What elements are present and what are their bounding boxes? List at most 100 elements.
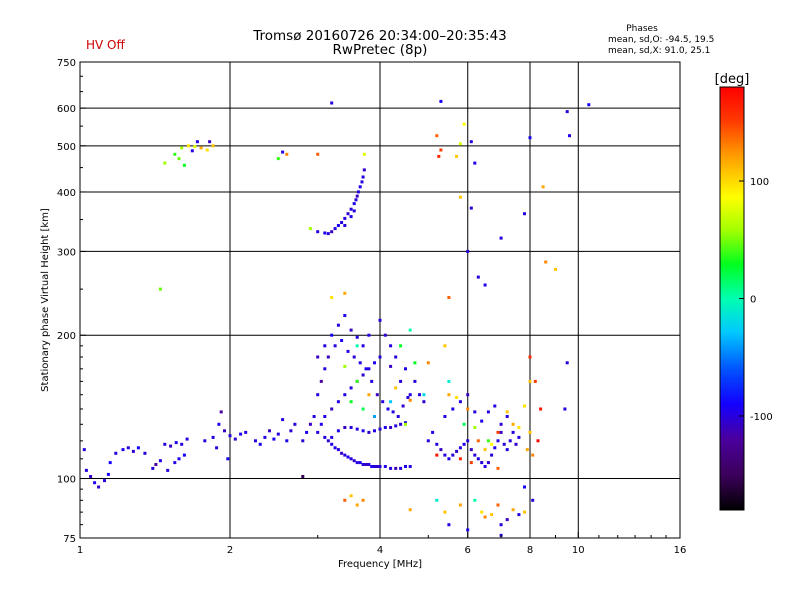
data-point <box>330 333 334 337</box>
data-point <box>406 396 410 399</box>
data-point <box>166 468 170 472</box>
data-point <box>443 344 447 348</box>
data-point <box>373 361 376 365</box>
data-point <box>541 185 545 189</box>
data-point <box>435 453 439 457</box>
data-point <box>496 439 500 443</box>
data-point <box>431 430 435 434</box>
data-point <box>505 415 509 418</box>
data-point <box>404 421 407 425</box>
chart-subtitle: RwPretec (8p) <box>333 42 428 58</box>
data-point <box>367 430 371 434</box>
data-point <box>499 430 503 434</box>
data-point <box>343 364 347 368</box>
data-point <box>455 449 459 453</box>
data-point <box>458 446 462 450</box>
phase-stats-heading: Phases <box>626 24 658 34</box>
data-point <box>462 442 466 446</box>
data-point <box>361 463 365 466</box>
data-point <box>508 439 512 443</box>
data-point <box>239 432 243 436</box>
data-point <box>466 249 470 253</box>
data-point <box>355 461 359 465</box>
data-point <box>511 422 515 426</box>
data-point <box>151 466 155 470</box>
data-point <box>499 422 503 426</box>
data-point <box>228 434 232 438</box>
data-point <box>217 422 221 426</box>
data-point <box>343 291 347 295</box>
data-point <box>121 448 125 452</box>
data-point <box>272 437 276 441</box>
data-point <box>169 444 173 448</box>
data-point <box>281 418 285 422</box>
data-point <box>462 422 466 426</box>
data-point <box>186 144 190 148</box>
data-point <box>528 355 532 359</box>
data-point <box>394 355 398 359</box>
data-point <box>476 439 480 443</box>
data-point <box>523 404 526 408</box>
data-point <box>349 215 353 219</box>
data-point <box>177 457 181 461</box>
colorbar-ticks: 100 0 -100 <box>739 177 773 423</box>
data-point <box>84 468 88 472</box>
phase-stats-x: mean, sd,X: 91.0, 25.1 <box>608 46 710 56</box>
data-point <box>281 150 285 154</box>
data-point <box>473 161 477 165</box>
data-point <box>358 361 362 365</box>
data-point <box>190 149 194 153</box>
data-point <box>528 136 532 140</box>
data-point <box>439 148 443 152</box>
data-point <box>361 498 365 502</box>
data-point <box>308 422 312 426</box>
data-point <box>180 442 184 446</box>
data-point <box>343 498 347 502</box>
data-point <box>511 430 515 434</box>
data-point <box>316 393 320 397</box>
data-point <box>451 453 455 457</box>
data-point <box>195 140 199 144</box>
data-point <box>349 494 353 498</box>
data-point <box>226 457 230 461</box>
data-point <box>355 503 359 507</box>
data-point <box>399 422 403 426</box>
data-point <box>163 161 167 165</box>
y-tick-label: 200 <box>57 331 76 342</box>
colorbar-tick-label: 100 <box>750 177 769 188</box>
data-point <box>394 466 398 470</box>
data-point <box>533 379 537 383</box>
data-point <box>305 430 309 434</box>
data-point <box>352 202 356 206</box>
data-point <box>499 236 503 240</box>
x-axis-label: Frequency [MHz] <box>338 559 422 570</box>
data-point <box>126 446 130 450</box>
data-point <box>378 355 382 359</box>
data-point <box>158 459 162 463</box>
data-point <box>399 466 403 470</box>
data-point <box>349 457 353 461</box>
data-point <box>435 498 439 502</box>
data-point <box>330 435 334 439</box>
data-point <box>511 508 515 512</box>
data-point <box>219 410 223 414</box>
data-point <box>312 415 316 418</box>
data-point <box>174 441 178 445</box>
data-point <box>173 152 177 156</box>
data-point <box>486 410 490 414</box>
data-point <box>199 146 203 150</box>
data-point <box>180 146 184 150</box>
data-point <box>523 510 526 514</box>
data-point <box>356 190 360 194</box>
data-point <box>447 379 451 383</box>
data-point <box>285 152 289 156</box>
data-point <box>418 393 421 397</box>
y-tick-label: 300 <box>57 247 76 258</box>
data-point <box>367 333 371 337</box>
data-point <box>568 134 571 138</box>
data-point <box>323 231 327 235</box>
data-point <box>528 379 532 383</box>
data-point <box>531 453 535 457</box>
data-point <box>458 195 462 199</box>
data-point <box>496 503 500 507</box>
